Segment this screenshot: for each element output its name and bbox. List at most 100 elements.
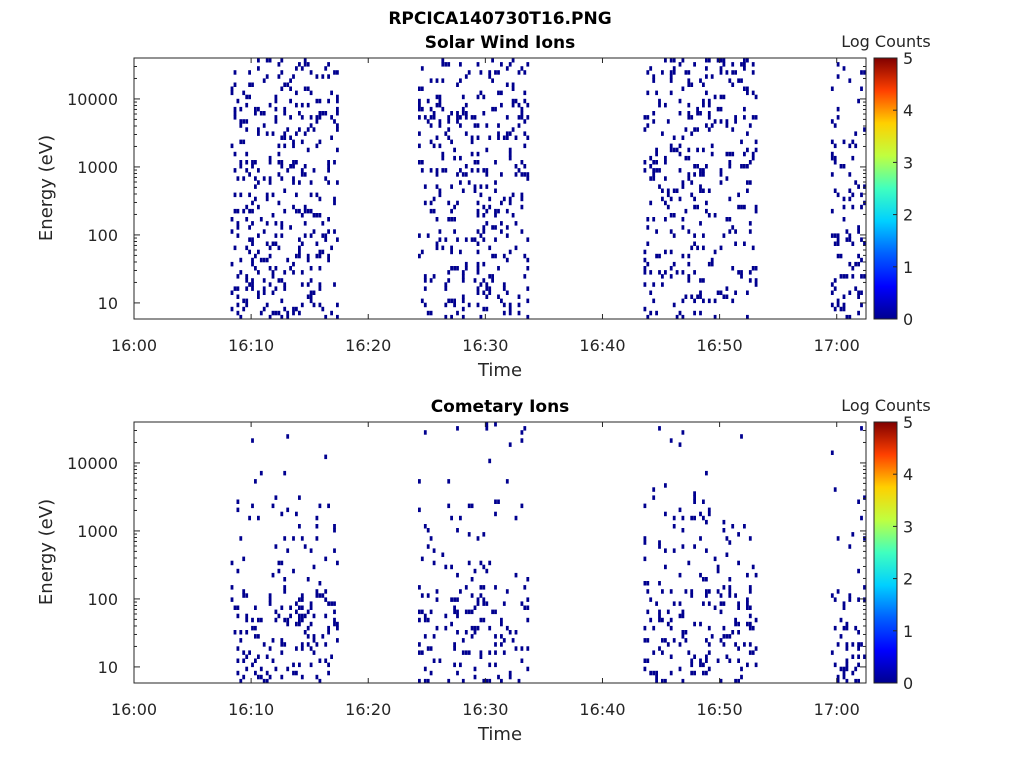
count-pixel xyxy=(435,135,439,140)
count-pixel xyxy=(429,115,433,120)
count-pixel xyxy=(740,62,743,67)
count-pixel xyxy=(652,487,656,492)
count-pixel xyxy=(517,310,521,316)
count-pixel xyxy=(705,593,708,598)
count-pixel xyxy=(713,94,717,100)
count-pixel xyxy=(505,208,509,214)
count-pixel xyxy=(327,160,330,165)
count-pixel xyxy=(262,642,266,647)
count-pixel xyxy=(655,601,658,606)
count-pixel xyxy=(432,208,436,214)
count-pixel xyxy=(274,617,278,623)
count-pixel xyxy=(754,646,758,651)
count-pixel xyxy=(280,278,284,283)
count-pixel xyxy=(262,278,266,283)
count-pixel xyxy=(848,196,852,202)
count-pixel xyxy=(675,314,679,320)
count-pixel xyxy=(734,593,737,598)
count-pixel xyxy=(318,266,322,271)
count-pixel xyxy=(684,155,688,161)
count-pixel xyxy=(517,102,521,108)
count-pixel xyxy=(292,261,295,267)
count-pixel xyxy=(690,245,694,251)
count-pixel xyxy=(271,274,275,279)
count-pixel xyxy=(453,662,456,668)
count-pixel xyxy=(461,111,465,116)
y-tick-label: 10 xyxy=(98,658,118,677)
count-pixel xyxy=(649,597,653,602)
count-pixel xyxy=(502,650,506,655)
count-pixel xyxy=(453,609,456,615)
count-pixel xyxy=(418,642,421,647)
count-pixel xyxy=(239,630,243,635)
count-pixel xyxy=(459,589,462,594)
count-pixel xyxy=(259,666,263,672)
count-pixel xyxy=(265,221,269,226)
count-pixel xyxy=(456,310,459,316)
count-pixel xyxy=(292,176,295,181)
count-pixel xyxy=(848,261,852,267)
count-pixel xyxy=(661,131,664,136)
count-pixel xyxy=(327,62,330,67)
count-pixel xyxy=(461,278,465,283)
count-pixel xyxy=(262,78,266,83)
count-pixel xyxy=(669,670,673,676)
count-pixel xyxy=(854,625,858,631)
count-pixel xyxy=(710,261,714,267)
count-pixel xyxy=(233,286,237,291)
count-pixel xyxy=(523,172,527,177)
count-pixel xyxy=(649,155,653,161)
count-pixel xyxy=(833,143,837,149)
count-pixel xyxy=(333,621,336,627)
count-pixel xyxy=(418,678,421,684)
count-pixel xyxy=(658,609,661,615)
count-pixel xyxy=(295,621,298,627)
count-pixel xyxy=(655,151,658,157)
count-pixel xyxy=(681,544,685,549)
count-pixel xyxy=(746,90,749,96)
count-pixel xyxy=(523,143,527,149)
count-pixel xyxy=(280,176,284,181)
count-pixel xyxy=(444,237,448,242)
count-pixel xyxy=(746,601,749,606)
count-pixel xyxy=(494,225,497,230)
count-pixel xyxy=(494,213,497,218)
count-pixel xyxy=(251,438,254,443)
count-pixel xyxy=(857,678,860,684)
count-pixel xyxy=(520,172,524,177)
count-pixel xyxy=(230,86,234,91)
count-pixel xyxy=(464,102,468,108)
count-pixel xyxy=(318,111,322,116)
count-pixel xyxy=(491,106,494,112)
count-pixel xyxy=(851,532,855,537)
count-pixel xyxy=(678,168,682,173)
count-pixel xyxy=(737,630,740,635)
count-pixel xyxy=(699,536,702,541)
count-pixel xyxy=(505,131,509,136)
count-pixel xyxy=(857,630,860,635)
count-pixel xyxy=(292,568,295,574)
count-pixel xyxy=(467,180,471,185)
count-pixel xyxy=(488,560,492,566)
count-pixel xyxy=(336,180,339,185)
count-pixel xyxy=(699,662,702,668)
count-pixel xyxy=(315,253,319,259)
count-pixel xyxy=(678,151,682,157)
count-pixel xyxy=(274,266,278,271)
count-pixel xyxy=(303,172,307,177)
count-pixel xyxy=(731,82,735,87)
count-pixel xyxy=(447,298,451,304)
count-pixel xyxy=(251,160,254,165)
count-pixel xyxy=(500,621,503,627)
count-pixel xyxy=(687,82,691,87)
count-pixel xyxy=(268,102,272,108)
count-pixel xyxy=(658,581,661,586)
count-pixel xyxy=(675,188,679,193)
count-pixel xyxy=(666,642,670,647)
count-pixel xyxy=(333,524,336,529)
count-pixel xyxy=(678,601,682,606)
count-pixel xyxy=(321,111,325,116)
count-pixel xyxy=(863,70,866,75)
count-pixel xyxy=(283,188,287,193)
count-pixel xyxy=(690,670,694,676)
